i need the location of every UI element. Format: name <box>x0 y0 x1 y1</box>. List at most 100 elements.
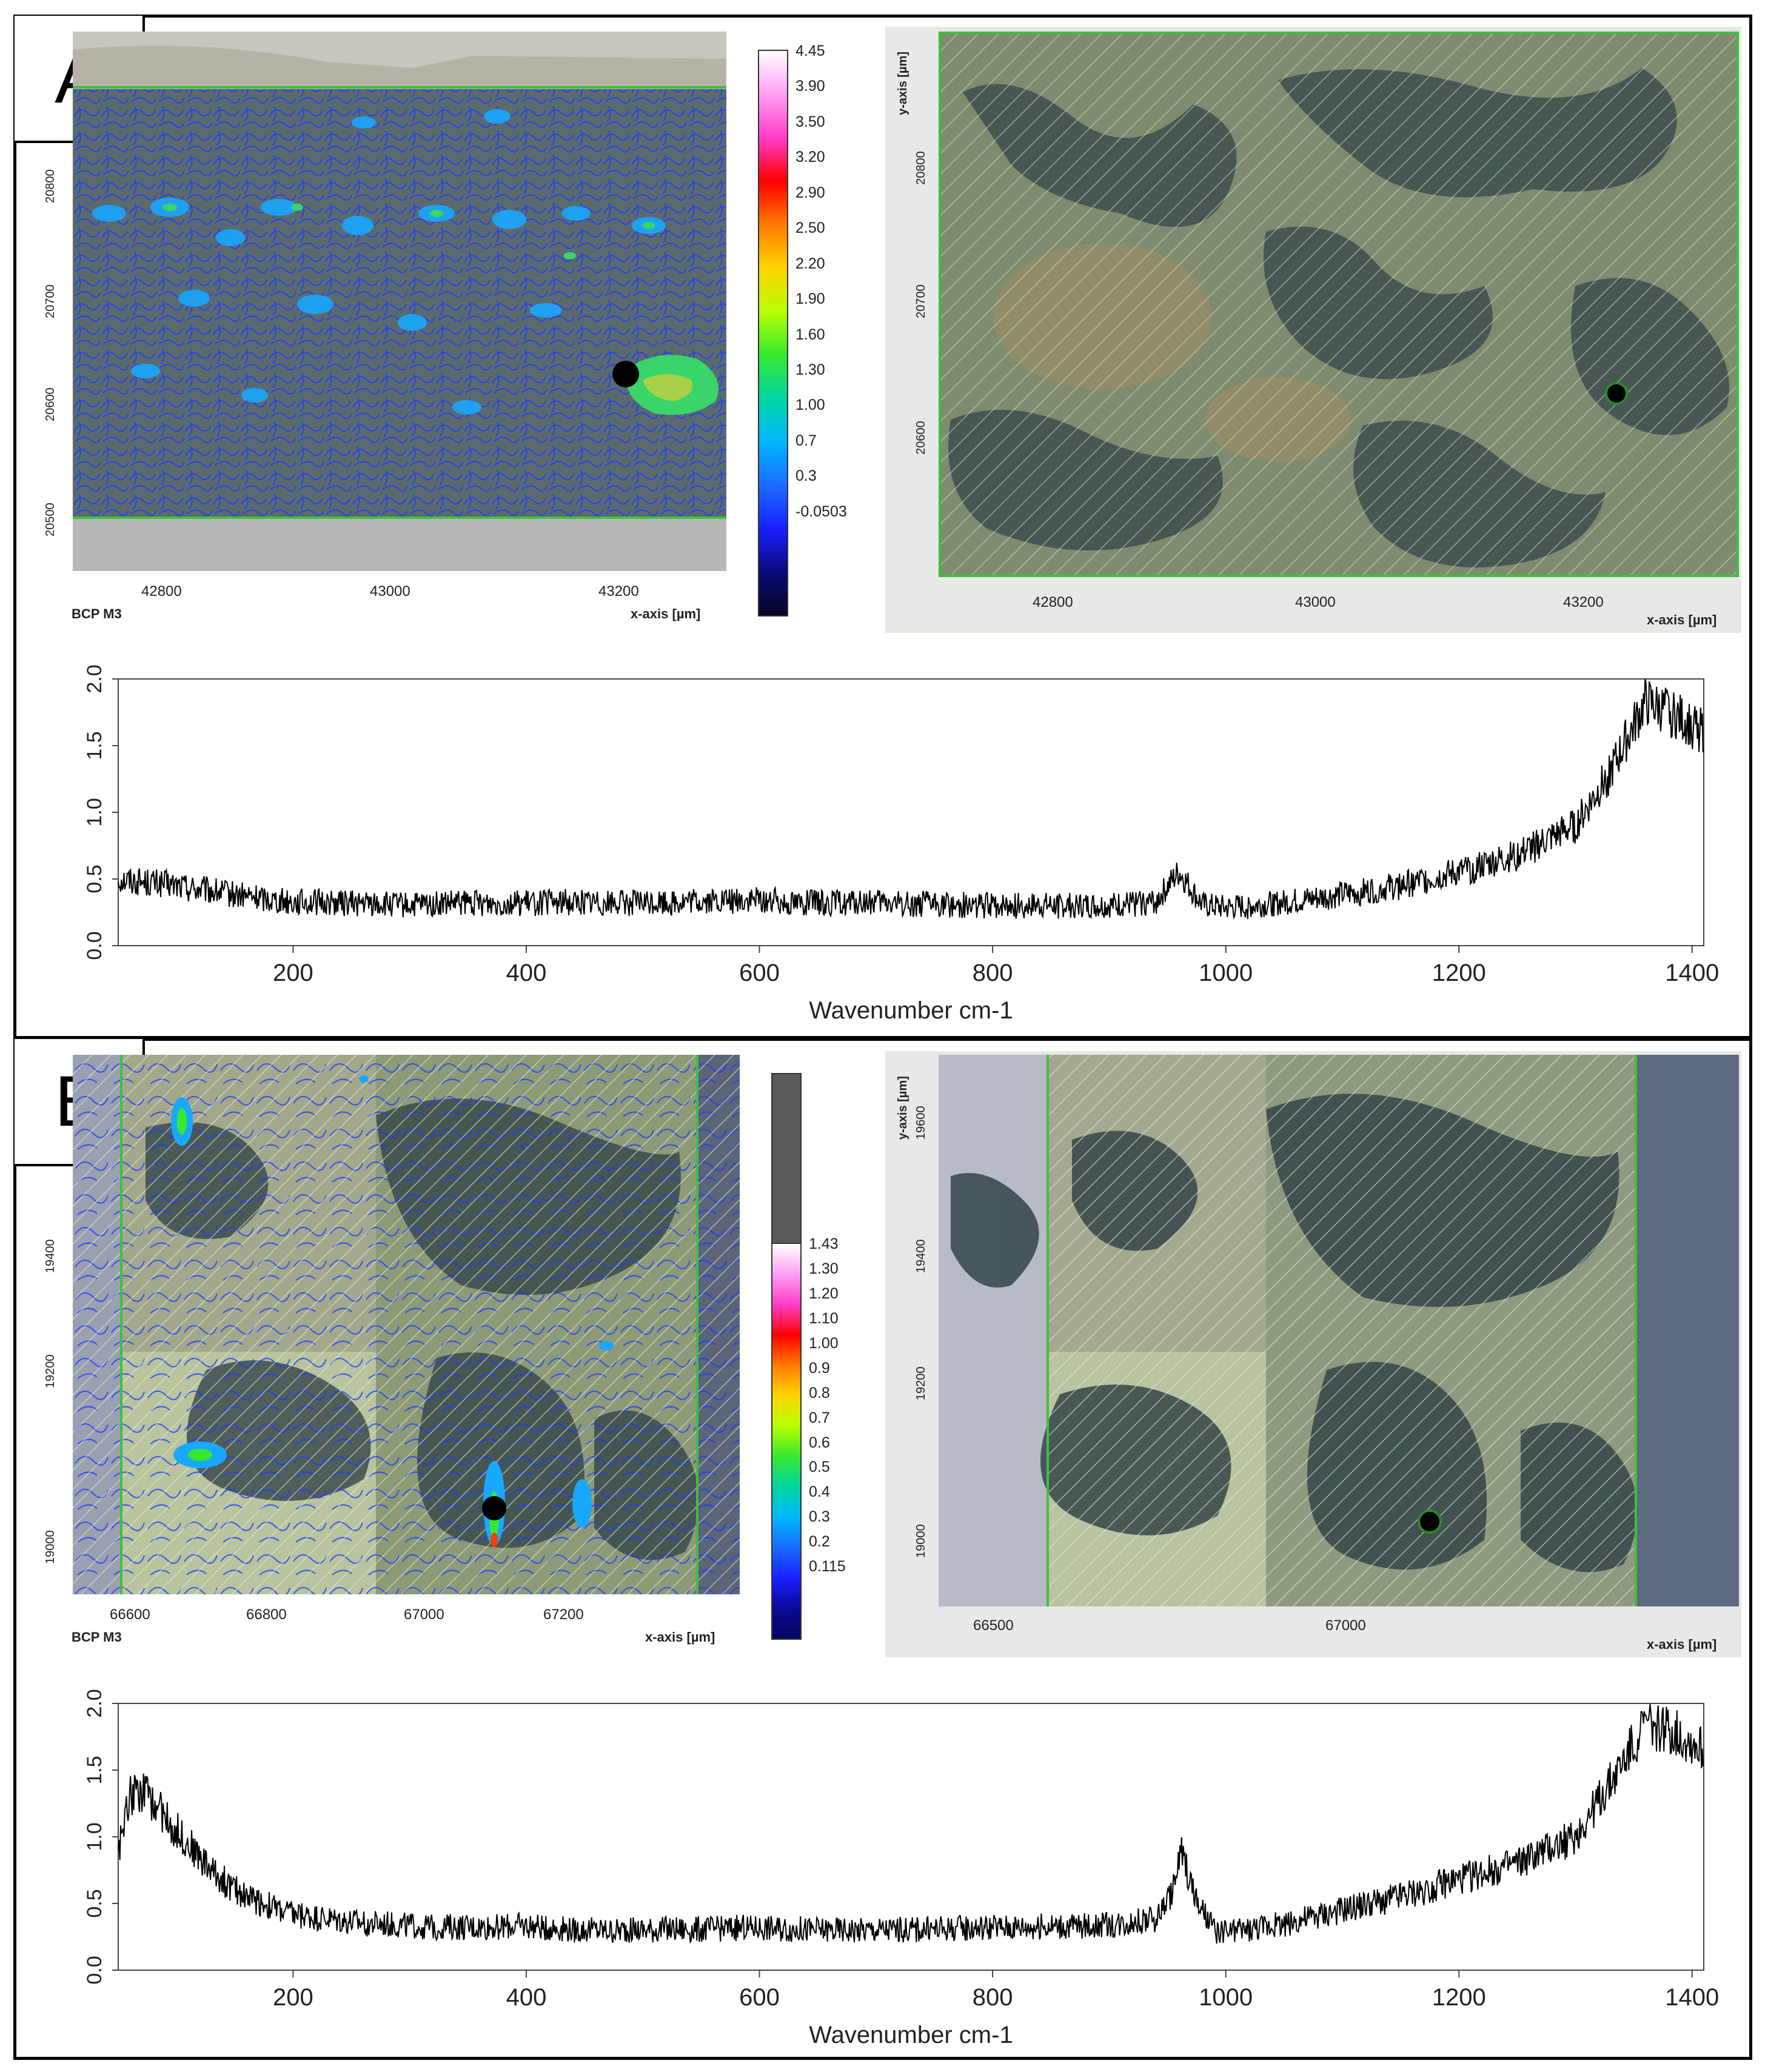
panel-b-colorbar-top-block <box>771 1073 802 1243</box>
panel-a-map-y-tick: 20600 <box>44 387 57 421</box>
panel-b-colorbar-label: 0.3 <box>809 1508 830 1526</box>
panel-b-map-x-tick: 67200 <box>543 1606 584 1623</box>
panel-b-map-x-tick: 66800 <box>246 1606 287 1623</box>
panel-b-optical-image <box>939 1055 1739 1606</box>
panel-a-map-y-tick: 20800 <box>44 169 57 203</box>
panel-a-x-tick-label: 600 <box>739 960 780 986</box>
panel-a-y-tick-label: 0.5 <box>83 864 106 893</box>
panel-b-map-x-axis-label: x-axis [µm] <box>645 1629 715 1645</box>
panel-a-map-x-tick: 42800 <box>141 583 182 600</box>
panel-b-x-tick-label: 400 <box>506 1984 547 2011</box>
panel-b-y-tick-label: 1.5 <box>83 1756 106 1784</box>
panel-b-spectrum-chart: 0.0 0.5 1.0 1.5 2.0 200 400 600 800 1000 1200 1400 W… <box>83 1689 1719 2048</box>
panel-b-colorbar-label: 0.8 <box>809 1384 830 1402</box>
panel-a-raman-map <box>73 32 726 571</box>
panel-a-y-tick-label: 2.0 <box>83 664 106 693</box>
panel-a-x-tick-label: 400 <box>506 960 547 986</box>
panel-b-colorbar-label: 0.115 <box>809 1558 846 1576</box>
panel-b-right-y-tick: 19000 <box>914 1524 928 1558</box>
panel-a-y-tick-label: 1.5 <box>83 731 106 760</box>
panel-a-colorbar-label: 3.50 <box>795 113 825 130</box>
panel-b-colorbar-label: 0.9 <box>809 1359 830 1377</box>
panel-b-map-y-tick: 19400 <box>44 1239 57 1273</box>
panel-a-colorbar-label: 0.3 <box>795 467 817 485</box>
panel-b-y-tick-label: 2.0 <box>83 1689 106 1717</box>
panel-b-x-tick-label: 1400 <box>1665 1984 1719 2011</box>
panel-b-colorbar-label: 0.7 <box>809 1409 830 1426</box>
panel-b-x-axis-label: Wavenumber cm-1 <box>809 2022 1013 2048</box>
panel-a-colorbar-label: -0.0503 <box>795 503 847 520</box>
panel-a-x-axis-label: Wavenumber cm-1 <box>809 997 1013 1024</box>
panel-b-right-x-tick: 67000 <box>1325 1617 1366 1634</box>
panel-b-x-tick-label: 200 <box>273 1984 313 2011</box>
panel-a-right-x-tick: 42800 <box>1033 594 1073 610</box>
panel-a-x-tick-label: 200 <box>273 960 313 986</box>
panel-b-y-tick-label: 1.0 <box>83 1822 106 1851</box>
panel-b-map-y-tick: 19200 <box>44 1354 57 1388</box>
panel-a-right-x-tick: 43200 <box>1563 594 1604 610</box>
panel-a-right-y-tick: 20800 <box>914 151 928 185</box>
panel-a-colorbar-label: 0.7 <box>795 432 817 449</box>
panel-b-colorbar-label: 1.43 <box>809 1235 839 1252</box>
panel-a-colorbar-label: 1.30 <box>795 361 825 378</box>
panel-a-right-x-tick: 43000 <box>1295 594 1336 610</box>
panel-a-map-x-tick: 43000 <box>370 583 410 600</box>
panel-b-plot-area <box>118 1703 1704 1971</box>
panel-a-spectrum-chart: 0.0 0.5 1.0 1.5 2.0 200 400 600 800 1000 1200 1400 W… <box>83 664 1719 1024</box>
panel-b-map-x-tick: 66600 <box>110 1606 150 1623</box>
panel-a-right-x-axis-label: x-axis [µm] <box>1647 612 1717 627</box>
panel-b-right-y-axis-label: y-axis [µm] <box>896 1076 909 1140</box>
panel-b-x-tick-label: 1000 <box>1199 1984 1253 2011</box>
panel-a-map-caption: BCP M3 <box>72 606 122 621</box>
panel-a-map-y-tick: 20500 <box>44 503 57 536</box>
panel-a-x-tick-label: 1400 <box>1665 960 1719 986</box>
panel-a-map-y-tick: 20700 <box>44 284 57 318</box>
panel-a-x-tick-label: 800 <box>973 960 1013 986</box>
panel-a-colorbar-label: 2.50 <box>795 219 825 237</box>
panel-b-map-y-tick: 19000 <box>44 1530 57 1564</box>
panel-a-colorbar-label: 1.00 <box>795 396 825 414</box>
panel-a-colorbar <box>758 50 788 617</box>
panel-a-right-y-tick: 20700 <box>914 284 928 318</box>
panel-b-x-tick-label: 600 <box>739 1984 780 2011</box>
panel-a-colorbar-label: 2.90 <box>795 184 825 201</box>
panel-a-x-tick-label: 1000 <box>1199 960 1253 986</box>
panel-a-right-y-axis-label: y-axis [µm] <box>896 52 909 115</box>
panel-a-y-tick-label: 1.0 <box>83 798 106 826</box>
panel-b-colorbar-label: 0.4 <box>809 1483 830 1501</box>
panel-b-y-tick-label: 0.0 <box>83 1956 106 1984</box>
panel-a-colorbar-label: 1.90 <box>795 290 825 308</box>
panel-b-y-tick-label: 0.5 <box>83 1889 106 1917</box>
panel-a-x-tick-label: 1200 <box>1432 960 1486 986</box>
panel-a-map-x-tick: 43200 <box>598 583 639 600</box>
panel-a-colorbar-label: 2.20 <box>795 255 825 272</box>
panel-a-optical-image <box>939 32 1739 577</box>
panel-b-frame <box>13 1038 1752 2060</box>
panel-a-right-y-tick: 20600 <box>914 421 928 455</box>
panel-b-colorbar-label: 1.10 <box>809 1309 839 1327</box>
panel-b-x-tick-label: 1200 <box>1432 1984 1486 2011</box>
panel-b-colorbar-label: 1.20 <box>809 1285 839 1302</box>
panel-b-map-caption: BCP M3 <box>72 1629 122 1645</box>
panel-b-x-tick-label: 800 <box>973 1984 1013 2011</box>
panel-a-colorbar-label: 4.45 <box>795 42 825 59</box>
panel-b-right-y-tick: 19200 <box>914 1366 928 1400</box>
panel-b-right-x-tick: 66500 <box>973 1617 1014 1634</box>
panel-b-right-x-axis-label: x-axis [µm] <box>1647 1637 1717 1652</box>
panel-b-colorbar-label: 1.30 <box>809 1260 839 1277</box>
panel-b-spectrum-line <box>118 1704 1704 1944</box>
panel-a-y-tick-label: 0.0 <box>83 931 106 960</box>
panel-a-spectrum-line <box>118 678 1704 920</box>
panel-b-colorbar-label: 0.6 <box>809 1434 830 1451</box>
panel-b-map-x-tick: 67000 <box>404 1606 444 1623</box>
panel-b-colorbar <box>771 1243 802 1640</box>
panel-a-frame <box>13 15 1752 1039</box>
panel-b-right-y-tick: 19600 <box>914 1106 928 1140</box>
panel-b-colorbar-label: 0.2 <box>809 1533 830 1551</box>
panel-b-colorbar-label: 0.5 <box>809 1459 830 1476</box>
panel-a-colorbar-label: 1.60 <box>795 326 825 343</box>
panel-b-raman-map <box>73 1055 740 1594</box>
panel-b-right-y-tick: 19400 <box>914 1239 928 1273</box>
panel-a-colorbar-label: 3.90 <box>795 78 825 95</box>
panel-a-colorbar-label: 3.20 <box>795 149 825 166</box>
